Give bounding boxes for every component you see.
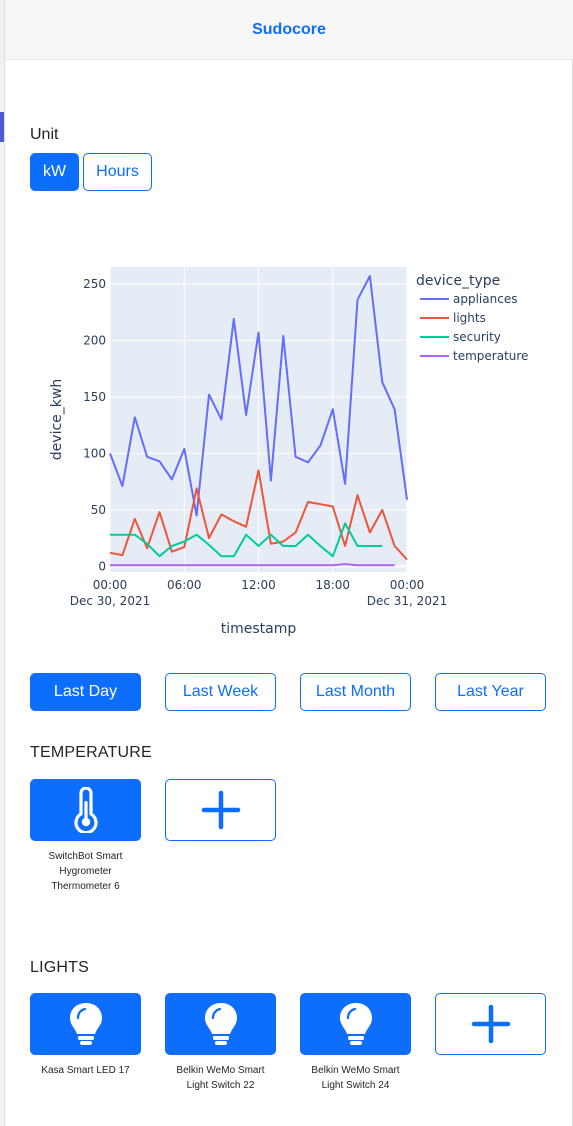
x-tick-label: 18:00	[315, 578, 350, 592]
left-edge-marker	[0, 112, 4, 142]
y-tick-label: 50	[91, 503, 106, 517]
left-window-edge	[0, 0, 5, 1126]
legend-title: device_type	[416, 273, 500, 289]
range-last-month-button[interactable]: Last Month	[300, 673, 411, 711]
device-caption-switchbot-thermometer-6: SwitchBot Smart Hygrometer Thermometer 6	[48, 851, 123, 892]
device-tile-kasa-led-17[interactable]	[30, 993, 141, 1055]
temperature-section-title: TEMPERATURE	[30, 744, 152, 761]
device-caption-kasa-led-17: Kasa Smart LED 17	[41, 1065, 130, 1076]
range-last-week-button[interactable]: Last Week	[165, 673, 276, 711]
energy-line-chart: 0 50 100 150 200 250 00:00 Dec 30, 2021 06:00 12…	[49, 267, 528, 637]
y-tick-label: 100	[83, 446, 106, 460]
x-tick-label: 06:00	[167, 578, 202, 592]
x-tick-label: 00:00	[390, 578, 425, 592]
device-tile-belkin-switch-24[interactable]	[300, 993, 411, 1055]
x-tick-label: 12:00	[241, 578, 276, 592]
lightbulb-icon	[339, 1003, 372, 1045]
y-axis-label: device_kwh	[49, 379, 65, 460]
thermometer-icon	[73, 787, 98, 833]
add-light-device-button[interactable]	[435, 993, 546, 1055]
device-caption-belkin-switch-24: Belkin WeMo Smart Light Switch 24	[311, 1065, 400, 1091]
series-line-temperature[interactable]	[110, 563, 395, 567]
chart-grid	[109, 267, 408, 572]
lightbulb-icon	[204, 1003, 237, 1045]
y-axis-ticks: 0 50 100 150 200 250	[83, 277, 106, 573]
device-caption-belkin-switch-22: Belkin WeMo Smart Light Switch 22	[176, 1065, 265, 1091]
x-axis-label: timestamp	[221, 621, 297, 637]
series-line-lights[interactable]	[109, 469, 408, 561]
brand-link[interactable]: Sudocore	[252, 20, 326, 38]
chart-series	[109, 275, 408, 567]
plus-icon	[471, 1004, 510, 1044]
add-temperature-device-button[interactable]	[165, 779, 276, 841]
unit-hours-button[interactable]: Hours	[83, 153, 152, 191]
y-tick-label: 200	[83, 333, 106, 347]
x-axis-ticks: 00:00 Dec 30, 2021 06:00 12:00 18:00 00:00 Dec…	[70, 578, 447, 608]
energy-chart: 0 50 100 150 200 250 00:00 Dec 30, 2021 06:00 12…	[30, 240, 550, 660]
series-line-appliances[interactable]	[109, 275, 408, 517]
range-last-year-button[interactable]: Last Year	[435, 673, 546, 711]
legend-item-appliances[interactable]: appliances	[453, 292, 517, 306]
device-tile-switchbot-thermometer-6[interactable]	[30, 779, 141, 841]
unit-label: Unit	[30, 126, 59, 143]
lightbulb-icon	[69, 1003, 102, 1045]
legend-item-temperature[interactable]: temperature	[453, 349, 528, 363]
chart-legend[interactable]: device_type appliances lights security temp…	[416, 273, 528, 363]
lights-section-title: LIGHTS	[30, 959, 89, 976]
x-tick-label: Dec 31, 2021	[367, 594, 447, 608]
unit-kw-button[interactable]: kW	[30, 153, 79, 191]
y-tick-label: 150	[83, 390, 106, 404]
top-navbar: Sudocore	[5, 0, 573, 60]
plus-icon	[201, 790, 240, 830]
y-tick-label: 250	[83, 277, 106, 291]
series-line-security[interactable]	[110, 522, 383, 558]
range-last-day-button[interactable]: Last Day	[30, 673, 141, 711]
x-tick-label: 00:00	[93, 578, 128, 592]
y-tick-label: 0	[98, 559, 106, 573]
legend-item-security[interactable]: security	[453, 330, 501, 344]
legend-item-lights[interactable]: lights	[453, 311, 486, 325]
device-tile-belkin-switch-22[interactable]	[165, 993, 276, 1055]
x-tick-label: Dec 30, 2021	[70, 594, 150, 608]
